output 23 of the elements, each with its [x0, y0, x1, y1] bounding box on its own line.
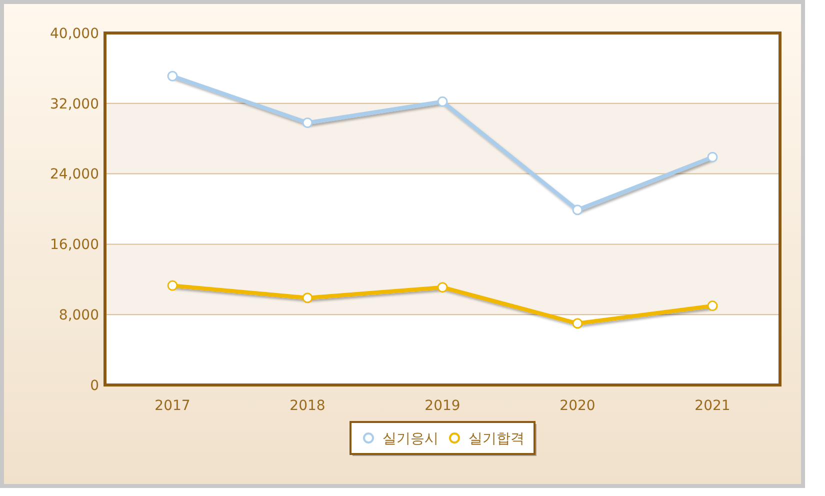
- point: [707, 152, 718, 162]
- point: [167, 70, 178, 82]
- y-tick-label: 24,000: [50, 166, 99, 183]
- y-tick-label: 16,000: [50, 237, 99, 254]
- x-tick-label: 2018: [290, 398, 326, 414]
- legend-label: 실기응시: [382, 430, 438, 447]
- point: [437, 282, 448, 293]
- y-tick-label: 32,000: [50, 96, 99, 112]
- x-tick-label: 2021: [694, 398, 730, 414]
- point: [707, 300, 718, 312]
- point: [167, 280, 178, 291]
- x-tick-label: 2020: [560, 398, 596, 414]
- point: [572, 318, 583, 329]
- point: [437, 96, 448, 107]
- x-tick-label: 2017: [154, 398, 190, 414]
- legend-label: 실기합격: [468, 430, 524, 447]
- y-tick-label: 0: [90, 378, 99, 394]
- y-tick-label: 40,000: [50, 26, 99, 42]
- point: [302, 118, 313, 128]
- point: [302, 292, 313, 304]
- y-tick-label: 8,000: [58, 308, 99, 324]
- point: [572, 204, 583, 216]
- x-tick-label: 2019: [424, 398, 460, 414]
